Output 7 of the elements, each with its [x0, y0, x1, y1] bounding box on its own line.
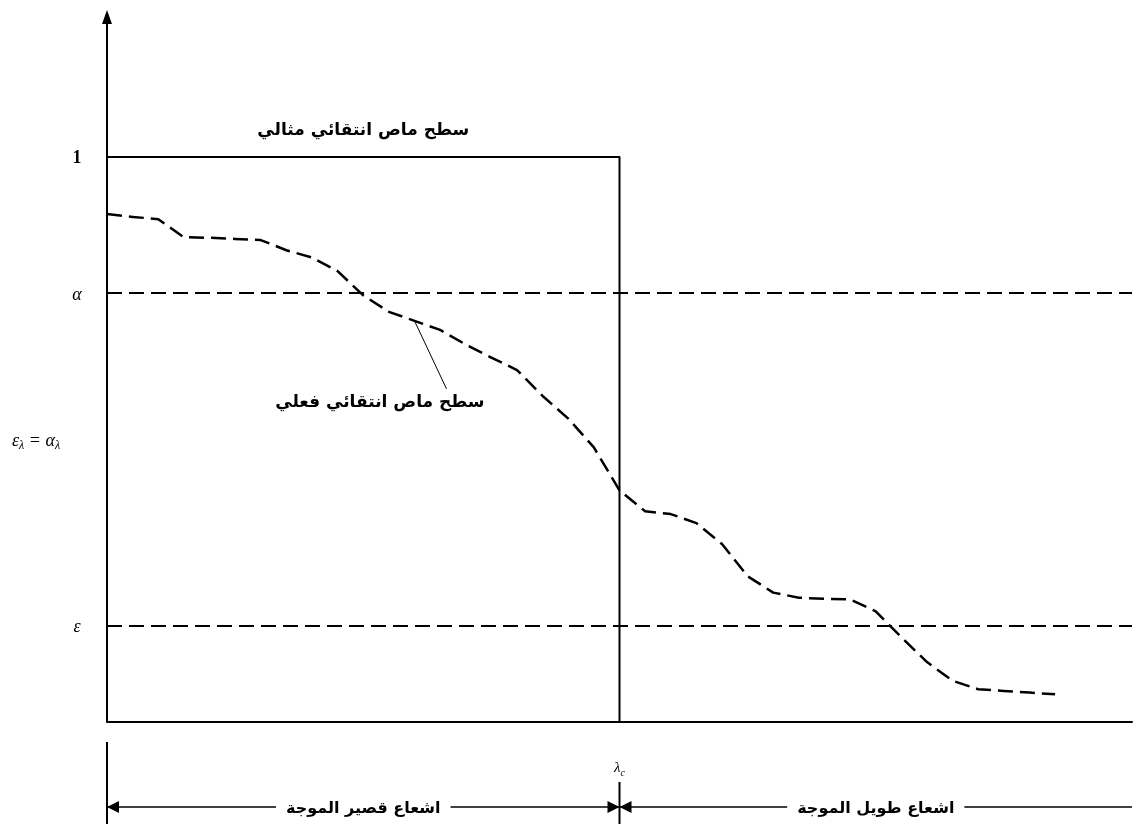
- ref-line-label: ε: [73, 615, 82, 636]
- text: اشعاع قصير الموجة: [285, 797, 441, 817]
- text: اشعاع طويل الموجة: [797, 797, 955, 817]
- series-label: سطح ماص انتقائي مثالي: [257, 119, 470, 140]
- series-label: سطح ماص انتقائي فعلي: [275, 390, 485, 412]
- text: 1: [72, 147, 82, 167]
- ref-line-label: α: [72, 283, 83, 304]
